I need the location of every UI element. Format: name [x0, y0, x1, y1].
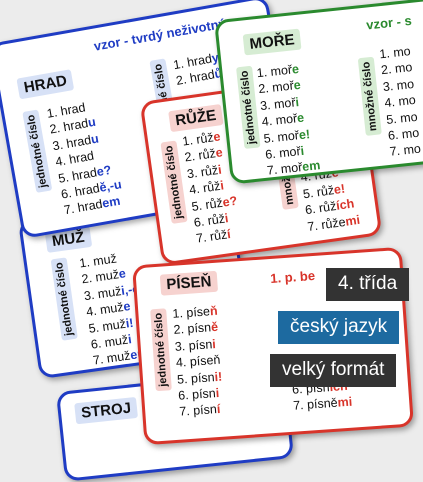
- word-ending: e: [214, 145, 224, 161]
- word-stem: 4. píseň: [175, 352, 221, 371]
- word-stem: 7. muž: [92, 348, 132, 369]
- word-stem: 1. mo: [378, 44, 412, 62]
- plural-label: množné číslo: [357, 56, 382, 136]
- card-more: MOŘE vzor - s jednotné číslo 1. moře 2. m…: [214, 0, 423, 185]
- word-ending: í: [216, 402, 221, 417]
- declension-singular: 1. hrad 2. hradu 3. hradu 4. hrad 5. hrade? 6…: [46, 95, 126, 219]
- word-ending: mi: [337, 395, 353, 411]
- word-ending: i: [294, 94, 300, 110]
- declension-singular: 1. moře 2. moře 3. moři 4. moře 5. moře! 6. m…: [256, 60, 321, 180]
- word-ending: e!: [298, 126, 311, 142]
- word-ending: i!: [214, 369, 223, 384]
- word-stem: 7. růž: [195, 227, 229, 247]
- card-title: PÍSEŇ: [159, 270, 219, 296]
- word-stem: 4. mo: [383, 93, 417, 111]
- word-ending: e: [296, 110, 305, 126]
- word-ending: i: [217, 162, 223, 177]
- word-ending: e: [292, 78, 302, 93]
- word-stem: 3. písn: [174, 337, 213, 354]
- word-ending: ň: [209, 303, 219, 319]
- word-ending: i: [127, 332, 133, 347]
- subject-badge: český jazyk: [278, 311, 400, 344]
- word-stem: 6. písn: [177, 386, 217, 403]
- word-ending: e?: [95, 162, 113, 179]
- word-ending: e?: [221, 193, 239, 210]
- word-stem: 7. mo: [389, 142, 422, 160]
- word-ending: e!: [332, 181, 346, 197]
- word-ending: e: [117, 266, 127, 282]
- singular-label: jednotné číslo: [50, 257, 78, 341]
- declension-row: 7. mo: [389, 141, 422, 161]
- word-ending: í: [226, 227, 232, 242]
- word-ending: ě,-u: [98, 177, 123, 195]
- word-ending: mi: [344, 212, 361, 229]
- declension-row: 7. písněmi: [293, 394, 353, 414]
- word-stem: 4. moř: [261, 111, 298, 130]
- word-stem: 2. písn: [173, 320, 212, 338]
- word-stem: 7. písně: [292, 396, 339, 414]
- word-stem: 3. mo: [382, 76, 415, 94]
- card-title: MOŘE: [242, 28, 302, 56]
- word-ending: ích: [335, 196, 356, 214]
- singular-label: jednotné číslo: [150, 308, 172, 392]
- word-ending: i: [219, 178, 225, 193]
- word-stem: 5. písn: [176, 369, 216, 387]
- word-ending: i!: [124, 315, 135, 331]
- word-ending: ě: [210, 320, 219, 335]
- word-ending: u: [89, 131, 100, 147]
- word-stem: 7. růže: [306, 214, 347, 234]
- format-badge: velký formát: [270, 354, 397, 387]
- word-ending: e: [212, 129, 222, 145]
- word-stem: 6. mo: [387, 125, 420, 143]
- word-ending: i: [215, 385, 220, 401]
- word-ending: i: [211, 336, 217, 352]
- declension-singular: 1. píseň 2. písně 3. písni 4. píseň 5. písni…: [172, 303, 225, 421]
- word-stem: 2. moř: [257, 78, 295, 97]
- word-ending: e: [291, 61, 300, 77]
- card-subtitle: vzor - s: [365, 12, 413, 33]
- card-title: HRAD: [16, 69, 75, 100]
- word-ending: i: [299, 143, 305, 159]
- word-stem: 7. písn: [178, 402, 218, 420]
- word-ending: e: [122, 299, 132, 315]
- word-ending: u: [86, 115, 97, 131]
- card-subtitle: vzor - tvrdý neživotný: [92, 15, 227, 54]
- declension-plural: 1. hrady 2. hradů: [172, 49, 224, 89]
- declension-plural: 1. mo 2. mo 3. mo 4. mo 5. mo 6. mo 7. mo: [379, 43, 422, 160]
- word-stem: 2. mo: [380, 60, 413, 78]
- word-stem: 7. moř: [266, 160, 304, 179]
- grade-badge: 4. třída: [326, 268, 410, 301]
- card-title: STROJ: [74, 396, 139, 425]
- declension-row: 7. písní: [179, 401, 225, 421]
- word-ending: i: [223, 211, 230, 226]
- word-ending: em: [301, 158, 322, 175]
- card-subtitle: 1. p. be: [269, 267, 316, 287]
- word-stem: 5. mo: [385, 109, 419, 127]
- word-stem: 1. píse: [172, 304, 211, 321]
- word-ending: em: [101, 194, 122, 212]
